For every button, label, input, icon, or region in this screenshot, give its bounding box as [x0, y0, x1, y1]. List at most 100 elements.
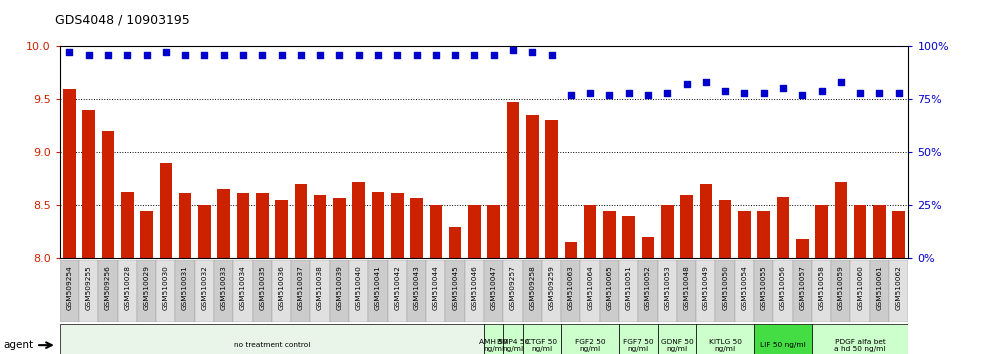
Bar	[738, 211, 751, 258]
Point	[196, 52, 212, 57]
Bar	[620, 324, 657, 354]
Text: GSM510059: GSM510059	[838, 265, 844, 310]
Point	[582, 90, 598, 96]
Text: GSM510053: GSM510053	[664, 265, 670, 310]
Point	[795, 92, 811, 98]
Point	[274, 52, 290, 57]
Bar	[526, 115, 539, 258]
Text: AMH 50
ng/ml: AMH 50 ng/ml	[479, 339, 508, 352]
Bar	[677, 260, 696, 322]
Text: GSM510035: GSM510035	[259, 265, 265, 310]
Bar	[156, 260, 175, 322]
Bar	[507, 102, 519, 258]
Text: GSM510057: GSM510057	[799, 265, 806, 310]
Text: KITLG 50
ng/ml: KITLG 50 ng/ml	[708, 339, 742, 352]
Bar	[295, 184, 307, 258]
Text: GSM510044: GSM510044	[433, 265, 439, 310]
Point	[640, 92, 656, 98]
Bar	[600, 260, 620, 322]
Text: LIF 50 ng/ml: LIF 50 ng/ml	[760, 342, 806, 348]
Text: GSM510064: GSM510064	[587, 265, 594, 310]
Bar	[584, 205, 597, 258]
Bar	[487, 205, 500, 258]
Point	[62, 50, 78, 55]
Text: GSM510041: GSM510041	[374, 265, 381, 310]
Bar	[561, 260, 581, 322]
Text: GSM509259: GSM509259	[549, 265, 555, 310]
Text: GSM510029: GSM510029	[143, 265, 149, 310]
Point	[853, 90, 869, 96]
Point	[872, 90, 887, 96]
Bar	[657, 260, 677, 322]
Bar	[237, 193, 249, 258]
Bar	[233, 260, 253, 322]
Point	[408, 52, 424, 57]
Bar	[214, 260, 233, 322]
Bar	[311, 260, 330, 322]
Bar	[314, 195, 327, 258]
Text: GSM510036: GSM510036	[279, 265, 285, 310]
Point	[563, 92, 579, 98]
Bar	[641, 237, 654, 258]
Point	[371, 52, 386, 57]
Bar	[854, 205, 867, 258]
Point	[235, 52, 251, 57]
Point	[254, 52, 270, 57]
Bar	[291, 260, 311, 322]
Bar	[387, 260, 407, 322]
Bar	[754, 324, 812, 354]
Bar	[816, 205, 828, 258]
Point	[505, 47, 521, 53]
Bar	[275, 200, 288, 258]
Bar	[812, 260, 832, 322]
Point	[833, 79, 849, 85]
Text: GSM510037: GSM510037	[298, 265, 304, 310]
Text: GSM510039: GSM510039	[337, 265, 343, 310]
Point	[177, 52, 193, 57]
Text: GSM510038: GSM510038	[317, 265, 323, 310]
Bar	[195, 260, 214, 322]
Bar	[793, 260, 812, 322]
Point	[659, 90, 675, 96]
Bar	[102, 131, 115, 258]
Bar	[581, 260, 600, 322]
Text: GSM510049: GSM510049	[703, 265, 709, 310]
Point	[447, 52, 463, 57]
Bar	[699, 184, 712, 258]
Bar	[99, 260, 118, 322]
Bar	[835, 182, 848, 258]
Bar	[159, 163, 172, 258]
Bar	[349, 260, 369, 322]
Bar	[657, 324, 696, 354]
Bar	[217, 189, 230, 258]
Bar	[851, 260, 870, 322]
Text: GSM510046: GSM510046	[471, 265, 477, 310]
Bar	[892, 211, 905, 258]
Bar	[369, 260, 387, 322]
Bar	[60, 324, 484, 354]
Point	[120, 52, 135, 57]
Bar	[638, 260, 657, 322]
Text: GSM510042: GSM510042	[394, 265, 400, 310]
Point	[351, 52, 367, 57]
Text: GSM510065: GSM510065	[607, 265, 613, 310]
Text: GSM509254: GSM509254	[67, 265, 73, 310]
Bar	[256, 193, 269, 258]
Text: GSM510040: GSM510040	[356, 265, 362, 310]
Point	[717, 88, 733, 93]
Bar	[484, 260, 503, 322]
Text: GSM510045: GSM510045	[452, 265, 458, 310]
Bar	[353, 182, 365, 258]
Text: GSM509257: GSM509257	[510, 265, 516, 310]
Point	[158, 50, 174, 55]
Bar	[696, 324, 754, 354]
Text: GSM509258: GSM509258	[529, 265, 535, 310]
Point	[678, 81, 694, 87]
Bar	[773, 260, 793, 322]
Point	[602, 92, 618, 98]
Bar	[622, 216, 635, 258]
Text: PDGF alfa bet
a hd 50 ng/ml: PDGF alfa bet a hd 50 ng/ml	[835, 339, 885, 352]
Text: GSM510051: GSM510051	[625, 265, 631, 310]
Bar	[715, 260, 735, 322]
Bar	[333, 198, 346, 258]
